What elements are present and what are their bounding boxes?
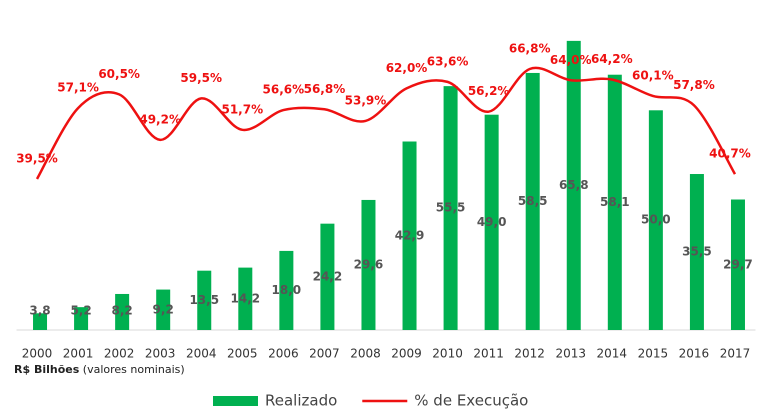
- bar: [156, 289, 171, 330]
- legend-label: Realizado: [265, 392, 337, 410]
- bar: [279, 250, 294, 330]
- bar-label: 13,5: [189, 293, 219, 307]
- x-tick-label: 2014: [597, 347, 628, 361]
- x-tick-label: 2001: [63, 347, 94, 361]
- x-tick-label: 2000: [22, 347, 53, 361]
- x-tick-label: 2004: [186, 347, 217, 361]
- bar: [689, 174, 704, 330]
- bar: [525, 72, 540, 331]
- line-label: 60,5%: [98, 67, 140, 81]
- line-label: 57,8%: [673, 78, 715, 92]
- bar-label: 58,5: [518, 194, 548, 208]
- bar: [648, 110, 663, 330]
- bar-label: 58,1: [600, 195, 630, 209]
- legend-swatch: [213, 396, 258, 406]
- line-label: 57,1%: [57, 81, 99, 95]
- bar: [238, 267, 253, 330]
- bar-label: 3,8: [29, 304, 50, 318]
- bar: [33, 313, 48, 330]
- unit-note-bold: R$ Bilhões: [14, 363, 80, 376]
- bar-label: 18,0: [272, 283, 302, 297]
- x-tick-label: 2011: [473, 347, 504, 361]
- bar-label: 29,7: [723, 257, 753, 271]
- line-label: 64,0%: [550, 53, 592, 67]
- x-tick-label: 2003: [145, 347, 176, 361]
- bar: [607, 74, 622, 330]
- bar: [484, 114, 499, 331]
- bar-label: 29,6: [354, 257, 384, 271]
- line: [35, 66, 737, 180]
- bar: [320, 223, 335, 330]
- x-tick-label: 2007: [309, 347, 340, 361]
- bar-label: 65,8: [559, 178, 589, 192]
- bar-label: 14,2: [231, 291, 261, 305]
- x-tick-label: 2013: [555, 347, 586, 361]
- bar-label: 49,0: [477, 215, 507, 229]
- x-tick-label: 2006: [268, 347, 299, 361]
- x-tick-label: 2008: [350, 347, 381, 361]
- x-tick-label: 2009: [391, 347, 422, 361]
- bar-label: 42,9: [395, 228, 425, 242]
- bar: [443, 86, 458, 331]
- line-label: 59,5%: [180, 71, 222, 85]
- legend-label: % de Execução: [414, 392, 528, 410]
- x-tick-label: 2012: [514, 347, 545, 361]
- line-label: 66,8%: [509, 42, 551, 56]
- bar-label: 8,2: [112, 304, 133, 318]
- bar-label: 50,0: [641, 213, 671, 227]
- line-label: 56,6%: [263, 83, 305, 97]
- bar: [730, 199, 745, 330]
- bar-label: 5,2: [70, 304, 91, 318]
- bar-label: 24,2: [313, 269, 343, 283]
- line-label: 39,5%: [16, 151, 58, 165]
- unit-note-text: (valores nominais): [83, 363, 185, 376]
- line-label: 49,2%: [139, 112, 181, 126]
- bar-label: 35,5: [682, 245, 712, 259]
- line-label: 64,2%: [591, 52, 633, 66]
- bar: [115, 293, 130, 330]
- bar-label: 9,2: [153, 302, 174, 316]
- bar-label: 55,5: [436, 201, 466, 215]
- line-label: 56,2%: [468, 84, 510, 98]
- line-label: 51,7%: [221, 102, 263, 116]
- x-tick-label: 2005: [227, 347, 258, 361]
- line-label: 60,1%: [632, 68, 674, 82]
- bar: [74, 307, 89, 330]
- x-tick-label: 2016: [679, 347, 710, 361]
- x-tick-label: 2017: [720, 347, 751, 361]
- x-tick-label: 2010: [432, 347, 463, 361]
- bar: [361, 199, 376, 330]
- x-tick-label: 2002: [104, 347, 135, 361]
- bar: [402, 141, 417, 330]
- bar: [566, 40, 581, 331]
- line-label: 62,0%: [386, 61, 428, 75]
- line-label: 53,9%: [345, 93, 387, 107]
- x-tick-label: 2015: [638, 347, 669, 361]
- line-label: 63,6%: [427, 54, 469, 68]
- bar: [197, 270, 212, 330]
- line-label: 56,8%: [304, 82, 346, 96]
- unit-note: R$ Bilhões (valores nominais): [14, 363, 185, 376]
- line-label: 40,7%: [709, 147, 751, 161]
